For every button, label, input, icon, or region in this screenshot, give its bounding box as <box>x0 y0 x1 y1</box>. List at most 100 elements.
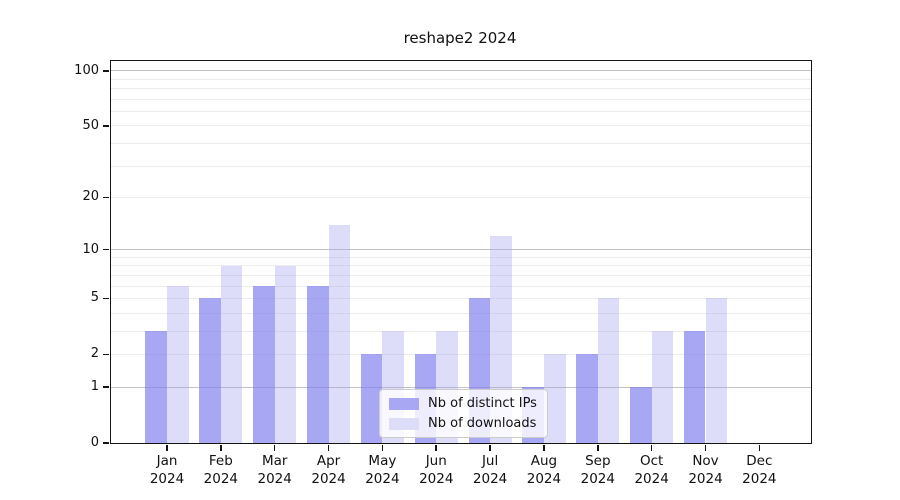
y-axis-tick <box>103 196 109 199</box>
x-axis-tick-label: Oct 2024 <box>620 453 684 488</box>
x-month-label: Feb <box>208 453 233 469</box>
x-axis-tick-label: May 2024 <box>350 453 414 488</box>
bar-distinct-ips <box>145 331 167 443</box>
y-gridline-minor <box>111 110 811 112</box>
x-axis-tick-label: Nov 2024 <box>674 453 738 488</box>
x-month-label: Jan <box>156 453 178 469</box>
y-axis-tick-label: 100 <box>74 62 99 78</box>
y-axis-tick-label: 10 <box>82 241 99 257</box>
x-axis-tick-label: Apr 2024 <box>297 453 361 488</box>
x-month-label: Mar <box>261 453 288 469</box>
x-year-label: 2024 <box>526 470 562 487</box>
x-axis-tick <box>435 444 438 451</box>
y-gridline-minor <box>111 98 811 100</box>
x-year-label: 2024 <box>203 470 239 487</box>
y-axis-tick <box>103 442 109 444</box>
y-axis-tick <box>103 353 109 356</box>
y-gridline-minor <box>111 88 811 90</box>
bar-downloads <box>167 286 189 443</box>
y-axis-tick <box>103 386 109 388</box>
x-axis-tick <box>166 444 168 451</box>
chart-title: reshape2 2024 <box>403 29 517 47</box>
y-axis-tick <box>103 248 109 251</box>
y-axis-tick-label: 50 <box>82 117 99 133</box>
bar-downloads <box>274 265 297 443</box>
y-gridline-minor <box>111 125 811 127</box>
y-gridline-major <box>111 249 811 251</box>
bar-distinct-ips <box>306 286 329 443</box>
y-axis-tick <box>103 69 109 72</box>
x-year-label: 2024 <box>580 470 615 487</box>
legend-swatch <box>389 397 419 410</box>
y-axis-tick-label: 0 <box>90 435 99 450</box>
legend-label: Nb of distinct IPs <box>428 396 537 411</box>
x-axis-tick <box>650 444 653 451</box>
legend-label: Nb of downloads <box>428 416 537 431</box>
x-axis-tick-label: Aug 2024 <box>512 453 576 488</box>
legend-item: Nb of downloads <box>389 416 537 431</box>
x-year-label: 2024 <box>365 470 400 487</box>
x-month-label: Apr <box>316 453 341 469</box>
y-axis-tick-label: 20 <box>82 189 99 205</box>
plot-area: 0 1 2 5 10 20 50 100 Jan 2024 Feb 2024 Mar 2024 Apr 202… <box>74 60 812 487</box>
x-year-label: 2024 <box>634 470 669 487</box>
y-gridline-minor <box>111 274 811 276</box>
x-year-label: 2024 <box>742 470 777 487</box>
x-axis-tick <box>758 444 761 451</box>
x-axis-tick-label: Jun 2024 <box>404 453 468 488</box>
x-year-label: 2024 <box>311 470 346 487</box>
y-gridline-minor <box>111 196 811 198</box>
x-month-label: Sep <box>585 453 611 469</box>
x-month-label: Oct <box>639 453 664 469</box>
x-axis-tick <box>220 444 222 451</box>
bar-distinct-ips <box>360 354 383 443</box>
x-axis-tick <box>381 444 384 451</box>
x-month-label: Jul <box>481 453 499 469</box>
x-month-label: Nov <box>692 453 719 469</box>
bar-downloads <box>220 265 243 443</box>
y-gridline-minor <box>111 265 811 267</box>
x-axis-tick-label: Jul 2024 <box>458 453 522 488</box>
x-axis-tick <box>273 444 276 451</box>
bar-distinct-ips <box>199 298 221 443</box>
y-gridline-minor <box>111 142 811 144</box>
x-year-label: 2024 <box>419 470 454 487</box>
x-axis-tick <box>597 444 599 451</box>
bar-downloads <box>597 298 620 443</box>
y-gridline-major <box>111 386 811 388</box>
x-year-label: 2024 <box>688 470 723 487</box>
x-month-label: Dec <box>746 453 773 469</box>
bar-distinct-ips <box>576 354 598 443</box>
x-axis-tick-label: Dec 2024 <box>727 453 791 488</box>
x-month-label: Jun <box>425 453 447 469</box>
x-axis-tick-label: Feb 2024 <box>189 453 253 488</box>
x-year-label: 2024 <box>257 470 292 487</box>
y-axis-tick <box>103 297 109 300</box>
y-gridline-major <box>111 70 811 72</box>
x-year-label: 2024 <box>472 470 508 487</box>
bar-distinct-ips <box>630 387 652 443</box>
x-year-label: 2024 <box>149 470 185 487</box>
legend-item: Nb of distinct IPs <box>389 396 537 411</box>
x-axis-tick-label: Sep 2024 <box>566 453 630 488</box>
y-axis-tick <box>103 125 109 127</box>
bar-downloads <box>328 224 351 443</box>
y-gridline-minor <box>111 330 811 332</box>
x-month-label: May <box>368 453 397 469</box>
x-axis-tick <box>489 444 491 451</box>
bar-distinct-ips <box>683 331 706 443</box>
x-axis-tick-label: Mar 2024 <box>243 453 307 488</box>
y-gridline-minor <box>111 353 811 355</box>
y-gridline-minor <box>111 78 811 80</box>
y-axis-tick-label: 1 <box>90 379 99 395</box>
x-axis-tick-label: Jan 2024 <box>135 453 199 488</box>
bar-distinct-ips <box>253 286 275 443</box>
y-gridline-minor <box>111 312 811 314</box>
y-axis-tick-label: 5 <box>90 290 99 306</box>
y-gridline-minor <box>111 297 811 299</box>
y-gridline-minor <box>111 165 811 167</box>
y-axis-tick-label: 2 <box>90 346 99 362</box>
legend: Nb of distinct IPs Nb of downloads <box>379 389 548 438</box>
x-axis-tick <box>543 444 545 451</box>
